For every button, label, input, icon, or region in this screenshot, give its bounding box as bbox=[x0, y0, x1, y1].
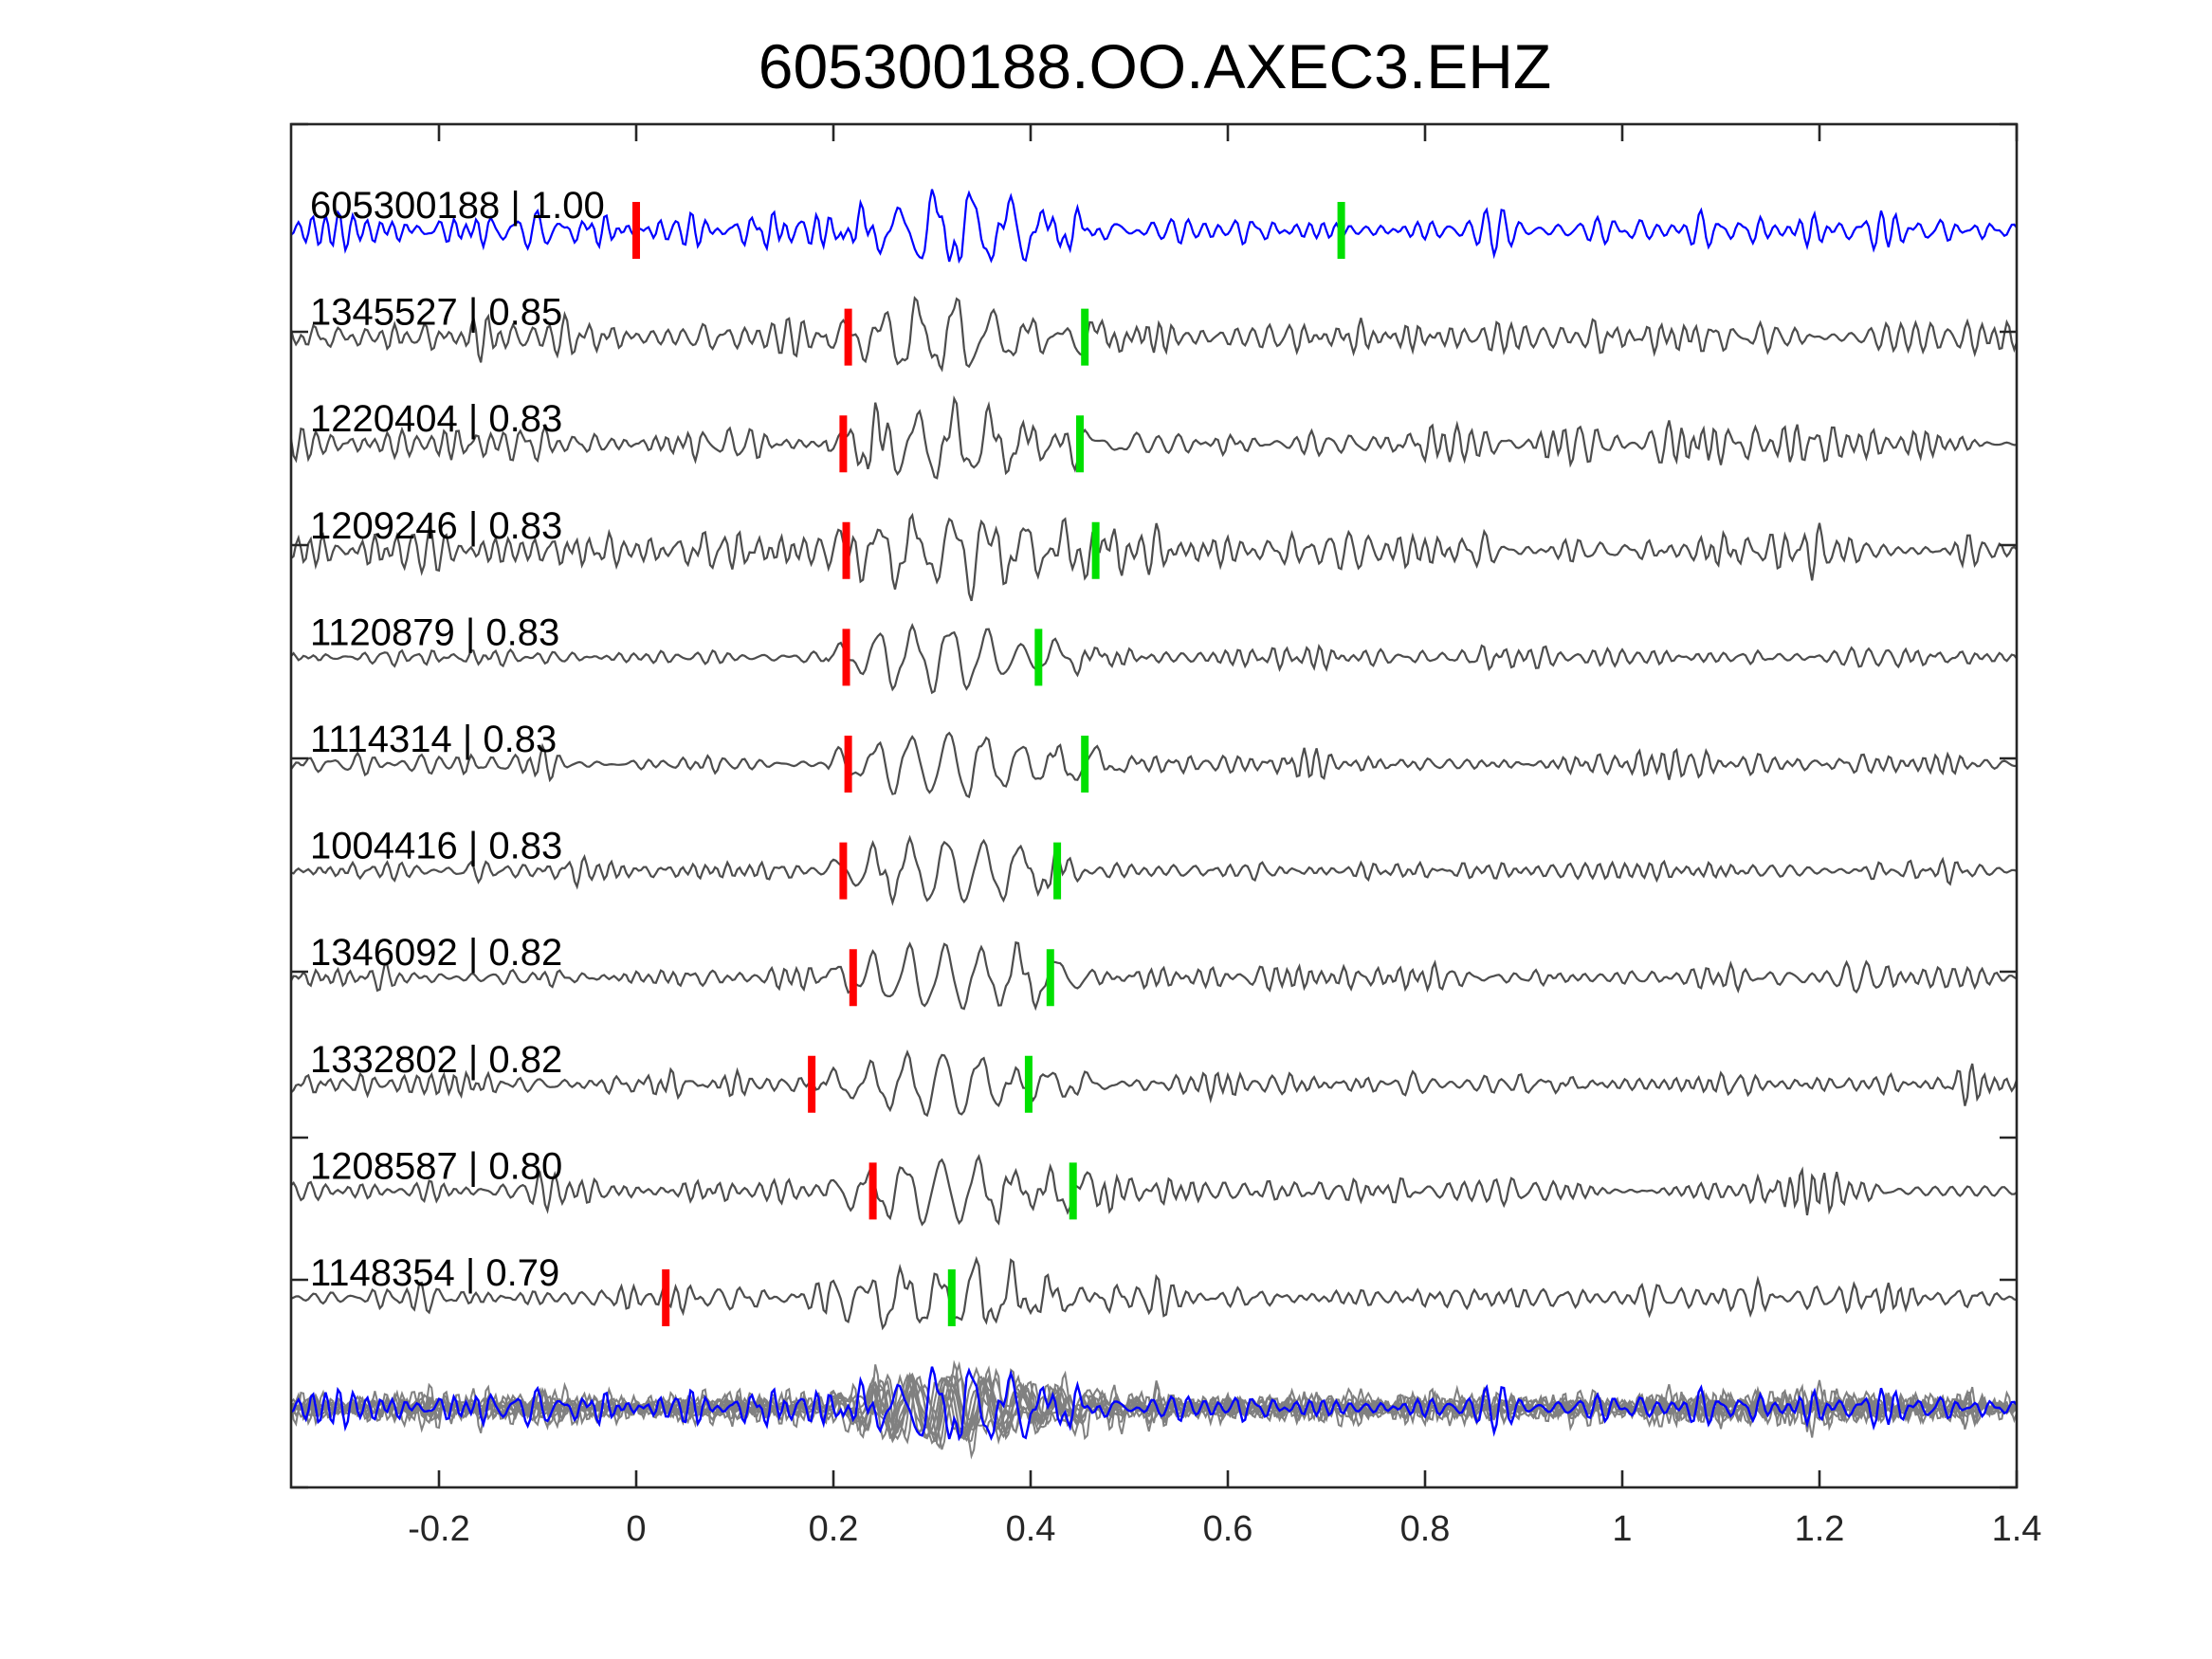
x-tick-label: 1.2 bbox=[1795, 1509, 1845, 1549]
axes-frame bbox=[289, 122, 2019, 1489]
trace-line-1004416 bbox=[290, 834, 2018, 906]
trace-1332802: 1332802 | 0.82 bbox=[290, 1039, 2019, 1118]
x-tick-label: 1 bbox=[1612, 1509, 1632, 1549]
x-tick-label: -0.2 bbox=[408, 1509, 469, 1549]
plot-area: 605300188 | 1.00 1345527 | 0.85 1220404 | … bbox=[289, 185, 2019, 1460]
trace-label: 1346092 | 0.82 bbox=[310, 932, 562, 974]
trace-605300188: 605300188 | 1.00 bbox=[290, 185, 2018, 264]
x-tick-label: 1.4 bbox=[1992, 1509, 2042, 1549]
trace-1345527: 1345527 | 0.85 bbox=[289, 292, 2019, 373]
trace-line-1345527 bbox=[289, 295, 2019, 373]
trace-line-1346092 bbox=[290, 940, 2018, 1012]
trace-line-1220404 bbox=[289, 394, 2018, 480]
trace-line-1120879 bbox=[290, 623, 2018, 695]
trace-1220404: 1220404 | 0.83 bbox=[289, 394, 2018, 480]
trace-label: 1332802 | 0.82 bbox=[310, 1039, 562, 1081]
trace-label: 1220404 | 0.83 bbox=[310, 398, 562, 440]
chart-title: 605300188.OO.AXEC3.EHZ bbox=[759, 31, 1551, 101]
trace-label: 1209246 | 0.83 bbox=[310, 505, 562, 547]
trace-label: 1345527 | 0.85 bbox=[310, 292, 562, 334]
x-tick-label: 0.4 bbox=[1006, 1509, 1056, 1549]
x-axis: -0.2 0 0.2 0.4 0.6 0.8 1 1.2 1.4 bbox=[291, 122, 2042, 1549]
trace-line-1114314 bbox=[290, 731, 2018, 799]
trace-1148354: 1148354 | 0.79 bbox=[290, 1252, 2018, 1331]
trace-line-1208587 bbox=[290, 1154, 2018, 1227]
trace-line-1332802 bbox=[290, 1048, 2019, 1118]
trace-1209246: 1209246 | 0.83 bbox=[290, 505, 2018, 602]
trace-label: 1208587 | 0.80 bbox=[310, 1145, 562, 1187]
trace-line-1148354 bbox=[290, 1255, 2018, 1331]
trace-label: 1004416 | 0.83 bbox=[310, 826, 562, 867]
x-tick-label: 0.6 bbox=[1203, 1509, 1253, 1549]
trace-label: 605300188 | 1.00 bbox=[310, 185, 605, 227]
trace-1114314: 1114314 | 0.83 bbox=[290, 719, 2018, 799]
x-tick-label: 0 bbox=[626, 1509, 646, 1549]
trace-label: 1120879 | 0.83 bbox=[310, 611, 559, 653]
trace-1346092: 1346092 | 0.82 bbox=[290, 932, 2018, 1012]
stack-trace-template bbox=[290, 1366, 2018, 1442]
trace-1120879: 1120879 | 0.83 bbox=[290, 611, 2018, 695]
trace-label: 1114314 | 0.83 bbox=[310, 719, 557, 760]
x-tick-label: 0.8 bbox=[1400, 1509, 1451, 1549]
trace-label: 1148354 | 0.79 bbox=[310, 1252, 559, 1294]
trace-1004416: 1004416 | 0.83 bbox=[290, 826, 2018, 906]
trace-1208587: 1208587 | 0.80 bbox=[290, 1145, 2018, 1227]
trace-line-605300188 bbox=[290, 189, 2018, 264]
trace-line-1209246 bbox=[290, 512, 2018, 602]
x-tick-label: 0.2 bbox=[809, 1509, 859, 1549]
